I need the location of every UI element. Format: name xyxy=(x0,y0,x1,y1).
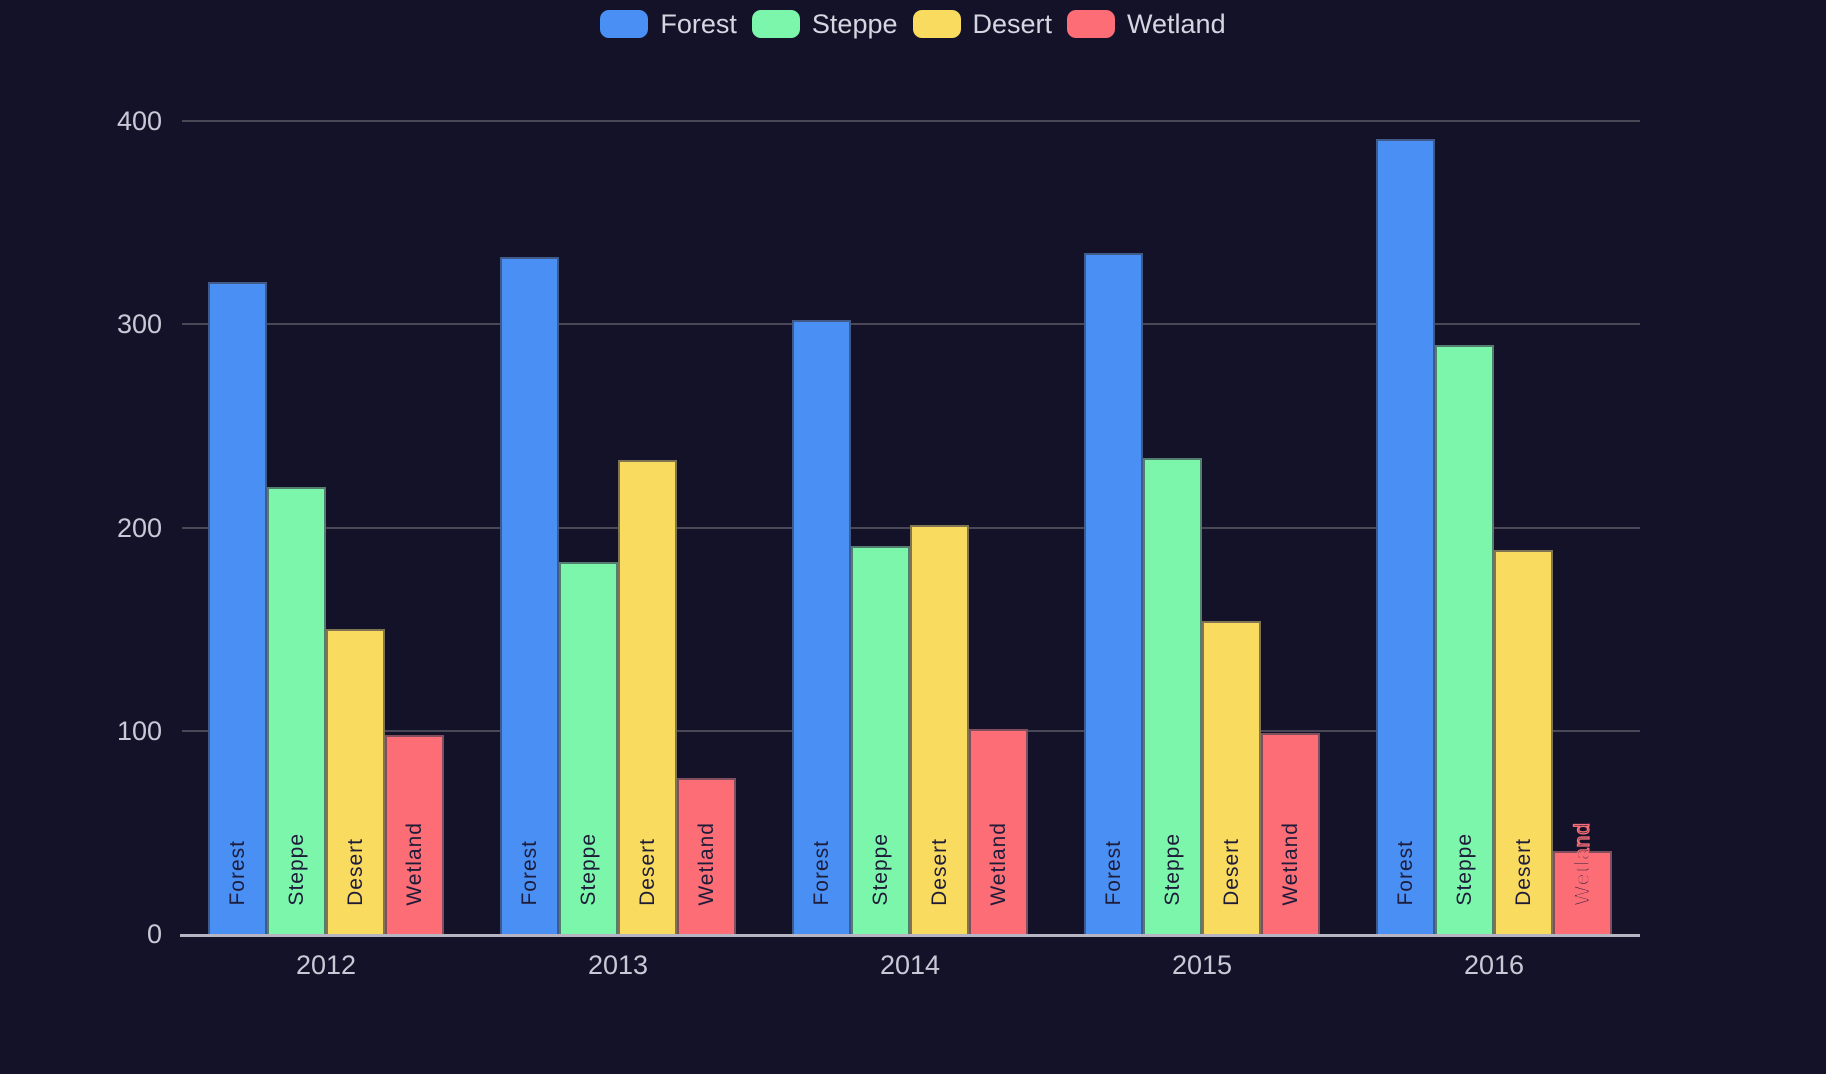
legend-swatch-desert xyxy=(912,10,961,38)
y-tick-label-400: 400 xyxy=(116,106,162,136)
bar-label: Wetland xyxy=(1278,822,1302,906)
bar-label: Steppe xyxy=(284,833,308,906)
legend-label: Steppe xyxy=(811,8,898,39)
bar-label: Desert xyxy=(1511,838,1535,906)
x-tick-label-2013: 2013 xyxy=(587,950,649,980)
legend-label: Wetland xyxy=(1127,8,1226,39)
bar-forest-2016[interactable]: Forest xyxy=(1376,139,1435,934)
x-tick-label-2016: 2016 xyxy=(1463,950,1525,980)
bar-label: Wetland xyxy=(986,822,1010,906)
x-tick-label-2012: 2012 xyxy=(295,950,357,980)
gridline-300 xyxy=(182,323,1640,326)
bar-label: Forest xyxy=(517,840,541,906)
bar-label: Forest xyxy=(1393,840,1417,906)
bar-forest-2015[interactable]: Forest xyxy=(1084,253,1143,934)
bar-wetland-2016[interactable]: Wetland xyxy=(1553,822,1612,934)
bar-label: Desert xyxy=(1219,838,1243,906)
legend-swatch-wetland xyxy=(1067,10,1116,38)
bar-steppe-2013[interactable]: Steppe xyxy=(559,562,618,934)
bar-wetland-2012[interactable]: Wetland xyxy=(385,734,444,934)
gridline-400 xyxy=(182,120,1640,122)
bar-desert-2016[interactable]: Desert xyxy=(1494,549,1553,934)
y-tick-label-0: 0 xyxy=(146,919,162,949)
legend-item-forest[interactable]: Forest xyxy=(600,9,737,40)
bar-label: Desert xyxy=(635,838,659,906)
legend-item-wetland[interactable]: Wetland xyxy=(1067,9,1226,40)
bar-desert-2013[interactable]: Desert xyxy=(618,460,677,934)
bar-desert-2015[interactable]: Desert xyxy=(1202,621,1261,934)
bar-label: Wetland xyxy=(694,822,718,906)
y-tick-label-100: 100 xyxy=(116,715,162,746)
bar-forest-2014[interactable]: Forest xyxy=(792,320,851,934)
legend-swatch-forest xyxy=(600,10,649,38)
bar-group-2015: Forest Steppe Desert Wetland 2015 xyxy=(1056,121,1348,980)
bar-label: Steppe xyxy=(868,833,892,906)
legend-item-desert[interactable]: Desert xyxy=(912,8,1053,40)
bar-group-2012: Forest Steppe Desert Wetland 2012 xyxy=(180,121,472,980)
bar-label: Forest xyxy=(809,840,833,906)
x-tick-label-2015: 2015 xyxy=(1171,950,1233,980)
bar-label: Forest xyxy=(1101,840,1125,906)
bar-desert-2014[interactable]: Desert xyxy=(910,525,969,934)
bar-desert-2012[interactable]: Desert xyxy=(326,629,385,934)
bar-wetland-2013[interactable]: Wetland xyxy=(677,777,736,934)
bar-wetland-2014[interactable]: Wetland xyxy=(969,728,1028,934)
bar-label: Wetland xyxy=(402,822,426,906)
bar-group-2014: Forest Steppe Desert Wetland 2014 xyxy=(764,121,1056,980)
bar-steppe-2015[interactable]: Steppe xyxy=(1143,458,1202,934)
bar-forest-2012[interactable]: Forest xyxy=(208,281,267,934)
plot-area: Forest Steppe Desert Wetland 2012 Forest Stepp… xyxy=(180,120,1640,980)
legend-item-steppe[interactable]: Steppe xyxy=(751,8,898,40)
legend-label: Desert xyxy=(972,8,1053,39)
bar-label: Steppe xyxy=(1452,833,1476,906)
bar-steppe-2014[interactable]: Steppe xyxy=(851,545,910,934)
bar-group-2013: Forest Steppe Desert Wetland 2013 xyxy=(472,121,764,980)
bar-label: Steppe xyxy=(576,833,600,906)
bar-label: Desert xyxy=(927,838,951,906)
y-tick-label-200: 200 xyxy=(116,512,162,543)
legend-swatch-steppe xyxy=(751,10,800,38)
bar-steppe-2016[interactable]: Steppe xyxy=(1435,344,1494,934)
bar-steppe-2012[interactable]: Steppe xyxy=(267,486,326,934)
bar-wetland-2015[interactable]: Wetland xyxy=(1261,732,1320,934)
x-tick-label-2014: 2014 xyxy=(879,950,941,980)
y-tick-label-300: 300 xyxy=(116,309,162,340)
bar-group-2016: Forest Steppe Desert Wetland 2016 xyxy=(1348,121,1640,980)
bar-groups: Forest Steppe Desert Wetland 2012 Forest Stepp… xyxy=(180,121,1640,980)
bar-label: Steppe xyxy=(1160,833,1184,906)
bar-label: Forest xyxy=(225,840,249,906)
legend-label: Forest xyxy=(660,8,737,39)
chart-legend: Forest Steppe Desert Wetland xyxy=(0,6,1826,42)
bar-label: Desert xyxy=(343,838,367,906)
bar-label: Wetland xyxy=(1570,822,1594,907)
bar-forest-2013[interactable]: Forest xyxy=(500,257,559,934)
